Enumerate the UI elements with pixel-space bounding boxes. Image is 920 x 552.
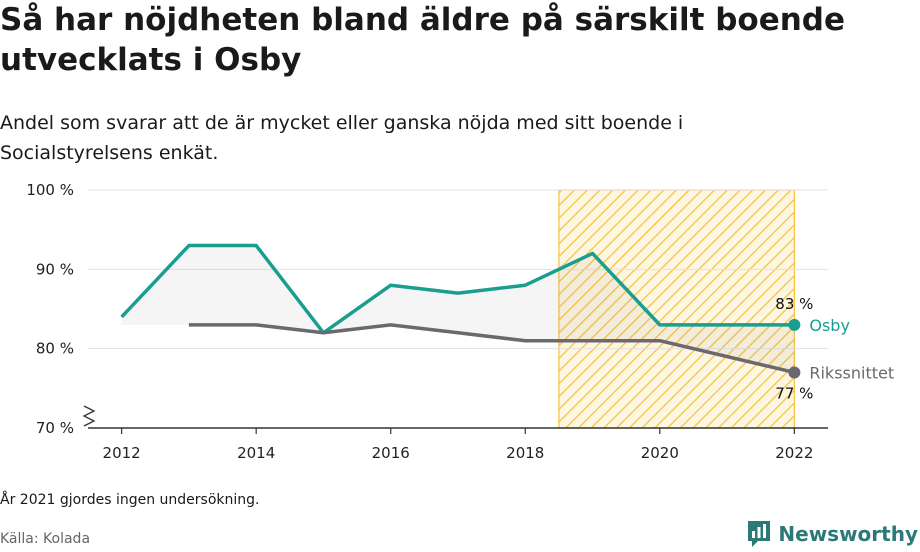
brand-logo: Newsworthy	[746, 518, 918, 550]
end-dot-osby	[788, 318, 801, 331]
end-value-label-osby: 83 %	[775, 295, 813, 313]
series-line-osby	[120, 243, 795, 335]
x-tick-label-2016: 2016	[372, 444, 410, 462]
series-layer	[120, 243, 801, 379]
chart-title: Så har nöjdheten bland äldre på särskilt…	[0, 2, 846, 78]
axes: 70 % 80 % 90 % 100 % 2012 2014 2016 2018 2020 202…	[26, 181, 828, 462]
x-tick-label-2018: 2018	[506, 444, 544, 462]
y-tick-label-100: 100 %	[26, 181, 74, 199]
x-tick-label-2014: 2014	[237, 444, 275, 462]
series-label-rikssnittet: Rikssnittet	[809, 363, 894, 382]
line-chart: 70 % 80 % 90 % 100 % 2012 2014 2016 2018 2020 202…	[26, 181, 894, 462]
series-label-osby: Osby	[809, 316, 850, 335]
x-tick-label-2022: 2022	[775, 444, 813, 462]
brand-name: Newsworthy	[778, 522, 918, 546]
footnote: År 2021 gjordes ingen undersökning.	[0, 492, 260, 508]
labels-layer: Osby 83 % Rikssnittet 77 %	[775, 295, 894, 403]
y-tick-label-70: 70 %	[36, 419, 74, 437]
end-dot-rikssnittet	[788, 366, 801, 379]
gridlines	[88, 189, 828, 350]
y-tick-label-90: 90 %	[36, 260, 74, 278]
y-axis-break-icon	[82, 405, 96, 427]
newsworthy-icon	[748, 521, 771, 547]
highlight-region-layer	[558, 189, 795, 429]
source-text: Källa: Kolada	[0, 531, 91, 547]
highlight-region	[558, 189, 795, 429]
chart-subtitle: Andel som svarar att de är mycket eller …	[0, 112, 684, 164]
y-tick-label-80: 80 %	[36, 340, 74, 358]
x-tick-label-2012: 2012	[103, 444, 141, 462]
x-tick-label-2020: 2020	[641, 444, 679, 462]
end-value-label-rikssnittet: 77 %	[775, 384, 813, 402]
